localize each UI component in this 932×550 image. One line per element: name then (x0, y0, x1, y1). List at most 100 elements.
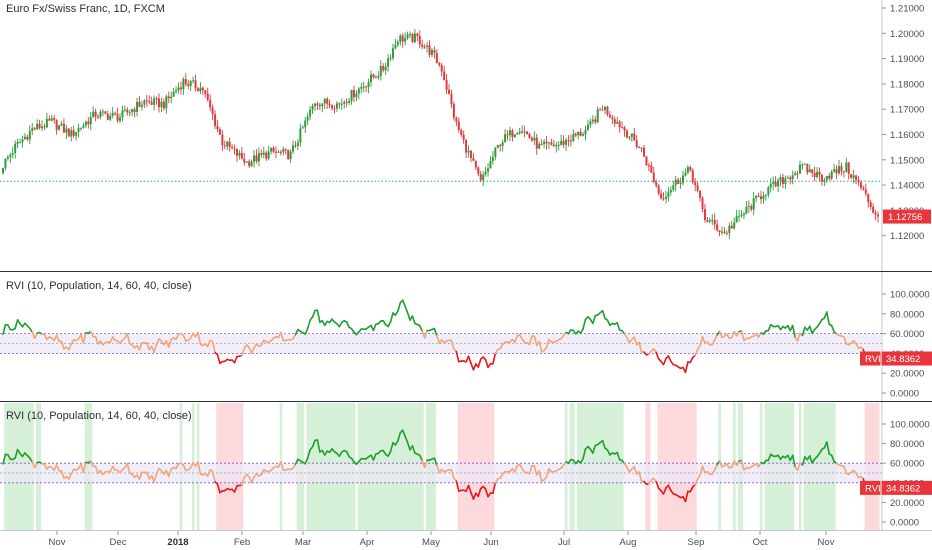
rvi-segment (109, 465, 114, 473)
candle-body (443, 71, 446, 81)
candle-body (170, 96, 173, 99)
rvi-segment (843, 465, 848, 475)
candle-body (806, 163, 809, 173)
rvi-pane-2-tick-label: 60.0000 (890, 459, 924, 470)
candle-body (808, 169, 811, 173)
rvi-segment (694, 478, 699, 486)
rvi-segment (499, 343, 504, 350)
candle-body (218, 129, 221, 135)
candle-body (703, 209, 706, 221)
rvi-segment (94, 465, 99, 475)
candle-body (313, 103, 316, 106)
candle-body (521, 131, 524, 133)
rvi-pane-1-tick-label: 60.0000 (890, 329, 924, 340)
rvi-segment (655, 351, 660, 360)
candle-body (372, 74, 375, 78)
rvi-segment (711, 468, 716, 475)
rvi-segment (467, 355, 472, 365)
candle-body (270, 147, 273, 152)
candle-body (547, 142, 550, 144)
candle-body (552, 144, 555, 147)
candle-body (133, 109, 136, 112)
candle-body (752, 198, 755, 210)
candle-body (664, 196, 667, 199)
candle-body (572, 133, 575, 142)
candle-body (214, 114, 217, 126)
candle-body (82, 125, 85, 128)
rvi-segment (616, 451, 621, 461)
candle-body (499, 144, 502, 147)
rvi-segment (153, 343, 158, 353)
candle-body (162, 101, 165, 109)
candle-body (23, 136, 26, 140)
rvi-segment (2, 323, 7, 335)
candle-body (567, 139, 570, 141)
candle-body (508, 130, 511, 136)
rvi-segment (316, 439, 321, 453)
rvi-segment (579, 457, 584, 464)
candle-body (835, 169, 838, 174)
time-tick-label: Sep (688, 537, 705, 548)
candle-body (374, 77, 377, 79)
rvi-segment (197, 331, 202, 346)
rvi-segment (411, 445, 416, 454)
rvi-segment (689, 356, 694, 364)
candle-body (813, 172, 816, 177)
candle-body (62, 123, 65, 133)
candle-body (516, 133, 519, 135)
candle-body (586, 124, 589, 130)
rvi-segment (718, 460, 723, 468)
candle-body (677, 179, 680, 184)
candle-body (14, 143, 17, 153)
candle-body (630, 133, 633, 137)
candle-body (126, 109, 129, 113)
rvi-segment (633, 466, 638, 475)
rvi-segment (155, 467, 160, 475)
candle-body (742, 213, 745, 216)
candle-body (121, 110, 124, 118)
candle-body (226, 141, 229, 147)
rvi-segment (433, 457, 438, 467)
candle-body (409, 34, 412, 36)
rvi-segment (484, 488, 489, 498)
candle-body (321, 103, 324, 107)
candle-body (838, 166, 841, 174)
candle-body (31, 128, 34, 132)
last-price-badge (883, 209, 931, 224)
time-tick-label: Feb (234, 537, 250, 548)
candle-body (260, 153, 263, 155)
rvi-segment (667, 484, 672, 492)
candle-body (757, 195, 760, 197)
candle-body (253, 155, 256, 162)
candle-body (309, 109, 312, 117)
rvi-pane-1-tick-label: 0.0000 (890, 389, 919, 400)
candle-body (877, 214, 879, 217)
candle-body (416, 33, 419, 36)
candle-body (850, 174, 853, 178)
price-tick-label: 1.12000 (890, 231, 924, 242)
candle-body (504, 134, 507, 143)
candle-body (745, 207, 748, 214)
candle-body (19, 142, 22, 144)
candle-body (657, 185, 660, 194)
time-tick-label: Apr (360, 537, 375, 548)
last-price-label: 1.12756 (888, 212, 922, 223)
candle-body (484, 171, 487, 175)
candle-body (43, 126, 46, 128)
candle-body (735, 216, 738, 223)
candle-body (77, 127, 80, 133)
candle-body (794, 173, 797, 176)
candle-body (679, 183, 682, 185)
candle-body (764, 194, 767, 196)
candle-body (859, 182, 862, 188)
candle-body (669, 189, 672, 193)
candle-body (340, 103, 343, 105)
rvi-segment (796, 332, 801, 342)
candle-body (157, 98, 160, 108)
candle-body (182, 79, 185, 90)
time-tick-label: Jun (483, 537, 498, 548)
rvi-segment (401, 299, 406, 308)
candle-body (72, 130, 75, 136)
rvi-segment (82, 461, 87, 474)
